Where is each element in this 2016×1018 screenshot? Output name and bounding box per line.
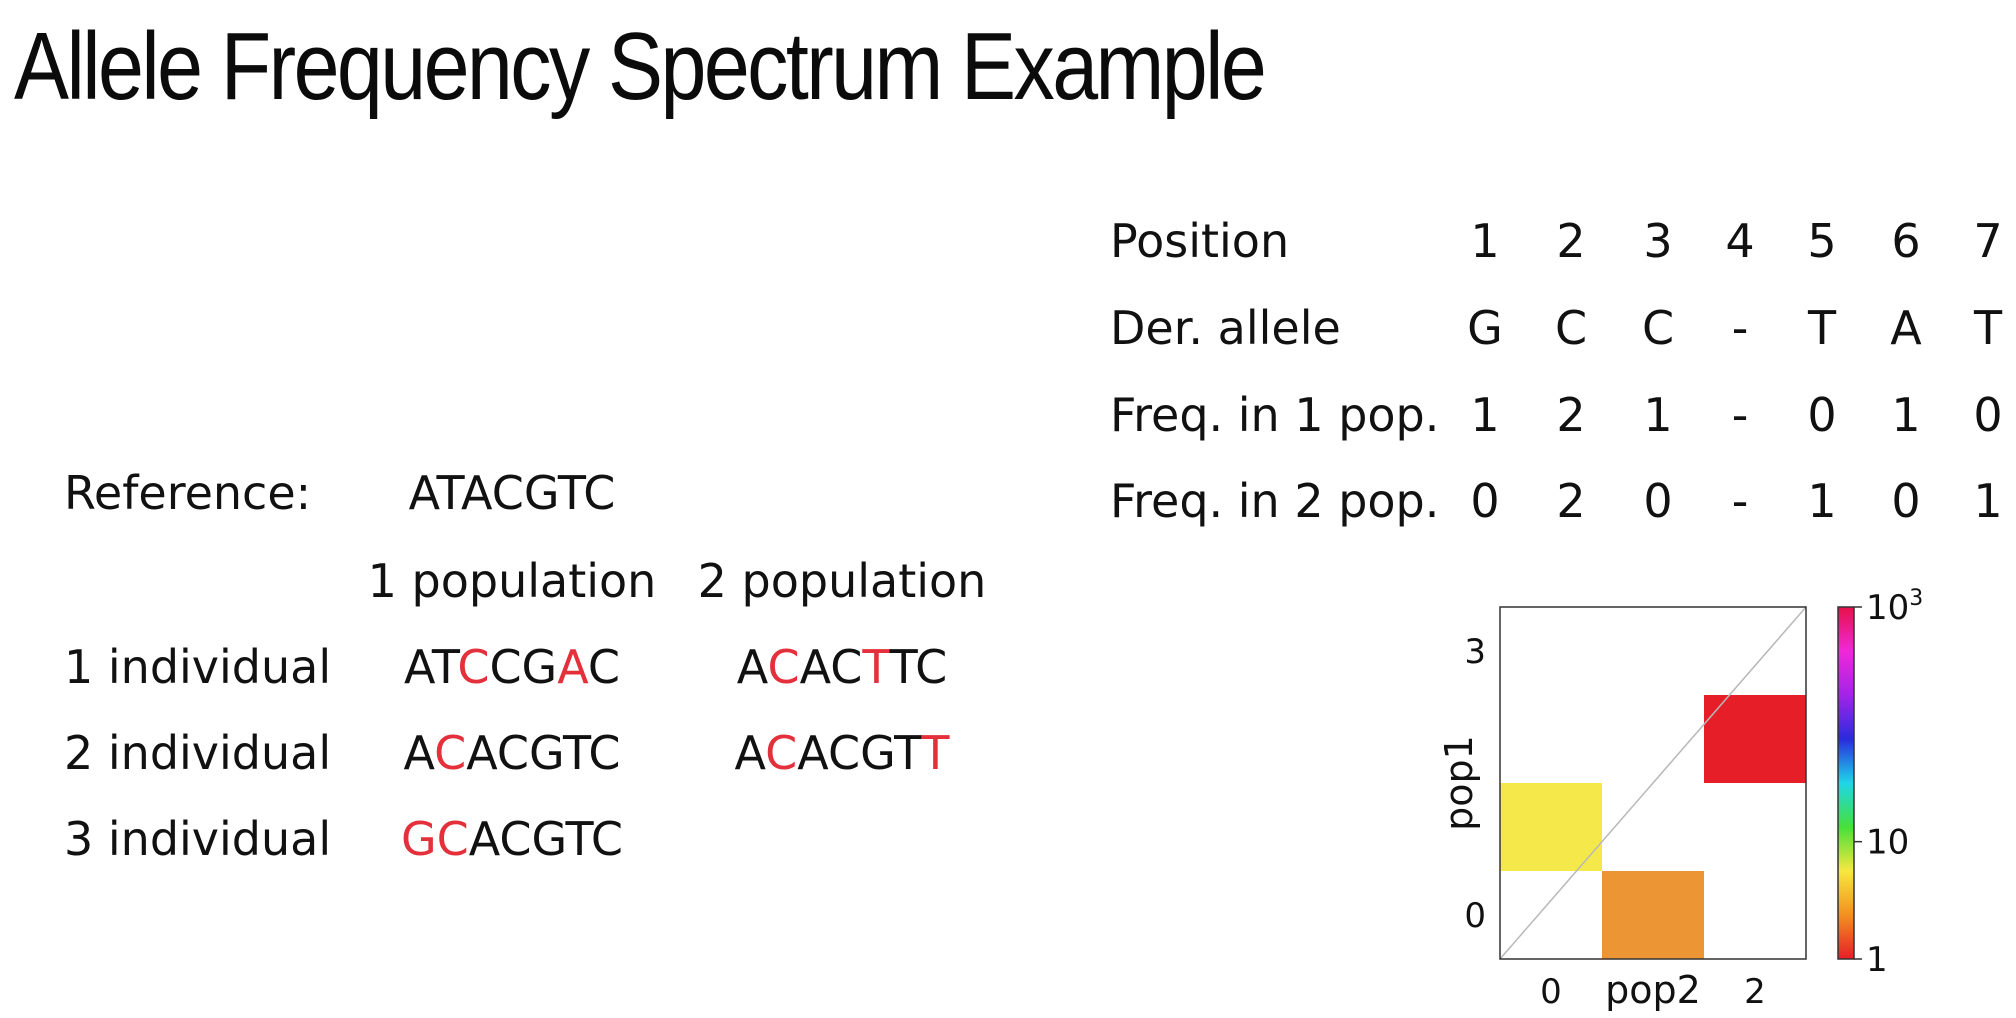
mutated-base: C	[765, 726, 798, 780]
population-header-2: 2 population	[697, 554, 987, 608]
page-title: Allele Frequency Spectrum Example	[14, 13, 1267, 120]
cell: C	[1641, 301, 1675, 355]
mutated-base: GC	[400, 812, 469, 866]
cell: 2	[1556, 214, 1586, 268]
cell: 1	[1973, 474, 2003, 528]
cell: 3	[1643, 214, 1673, 268]
colorbar-tick-label: 1	[1866, 940, 1888, 980]
row-label: Position	[1110, 214, 1290, 268]
heatmap-cell	[1602, 871, 1704, 959]
sequence-ind2-pop1: ACACGTC	[352, 725, 672, 781]
mutated-base: C	[767, 640, 800, 694]
cell: 0	[1807, 388, 1837, 442]
colorbar-tick-label: 103	[1866, 586, 1923, 628]
reference-label: Reference:	[64, 466, 312, 520]
sequence-segment: CG	[489, 640, 558, 694]
individual-label-3: 3 individual	[64, 812, 332, 866]
row-label: Freq. in 1 pop.	[1110, 388, 1440, 442]
sequence-ind1-pop1: ATCCGAC	[352, 639, 672, 695]
sequence-segment: A	[734, 726, 766, 780]
cell: T	[1807, 301, 1837, 355]
afs-heatmap: 0 2 0 3 pop2 pop1 1 10 103	[1437, 586, 1923, 1012]
reference-sequence: ATACGTC	[408, 466, 616, 520]
y-tick-label: 3	[1464, 632, 1486, 672]
cell: 0	[1643, 474, 1673, 528]
sequence-segment: TC	[889, 640, 948, 694]
cell: -	[1731, 388, 1749, 442]
y-tick-label: 0	[1464, 896, 1486, 936]
cell: 1	[1643, 388, 1673, 442]
cell: 2	[1556, 474, 1586, 528]
cell: 5	[1807, 214, 1837, 268]
cell: T	[1973, 301, 2003, 355]
cell: 4	[1725, 214, 1755, 268]
sequence-segment: A	[736, 640, 768, 694]
cell: C	[1554, 301, 1588, 355]
mutated-base: A	[557, 640, 588, 694]
row-label: Freq. in 2 pop.	[1110, 474, 1440, 528]
y-axis-label: pop1	[1437, 735, 1481, 831]
x-tick-label: 2	[1744, 972, 1766, 1012]
cell: G	[1467, 301, 1503, 355]
sequence-ind1-pop2: ACACTTC	[682, 639, 1002, 695]
individual-label-1: 1 individual	[64, 640, 332, 694]
cell: -	[1731, 474, 1749, 528]
x-axis-label: pop2	[1605, 968, 1701, 1012]
cell: 1	[1470, 388, 1500, 442]
colorbar	[1837, 606, 1855, 960]
diagonal-line	[1499, 606, 1807, 960]
cell: A	[1890, 301, 1922, 355]
sequence-ind2-pop2: ACACGTT	[682, 725, 1002, 781]
cell: 1	[1807, 474, 1837, 528]
heatmap-cell	[1500, 783, 1602, 871]
cell: 1	[1891, 388, 1921, 442]
mutated-base: C	[457, 640, 490, 694]
cell: 7	[1973, 214, 2003, 268]
mutated-base: T	[921, 726, 950, 780]
colorbar-ticks: 1 10 103	[1854, 586, 1923, 980]
sequence-segment: AC	[799, 640, 863, 694]
axis-ticks: 0 2 0 3	[1464, 632, 1765, 1012]
row-label: Der. allele	[1110, 301, 1341, 355]
sequence-segment: A	[403, 726, 435, 780]
cell: 0	[1973, 388, 2003, 442]
cell: 1	[1470, 214, 1500, 268]
sequence-segment: AT	[404, 640, 458, 694]
sequence-ind3-pop1: GCACGTC	[352, 811, 672, 867]
colorbar-tick-label: 10	[1866, 823, 1909, 863]
colorbar-exponent: 3	[1909, 586, 1923, 611]
mutated-base: C	[434, 726, 467, 780]
cell: 2	[1556, 388, 1586, 442]
sequence-segment: ACGTC	[466, 726, 621, 780]
plot-frame	[1499, 606, 1807, 960]
x-tick-label: 0	[1540, 972, 1562, 1012]
sequence-segment: ACGT	[797, 726, 922, 780]
population-header-1: 1 population	[367, 554, 657, 608]
cell: -	[1731, 301, 1749, 355]
heatmap-cells	[1500, 695, 1806, 959]
cell: 0	[1470, 474, 1500, 528]
sequence-segment: C	[587, 640, 620, 694]
sequence-segment: ACGTC	[468, 812, 624, 866]
individual-label-2: 2 individual	[64, 726, 332, 780]
heatmap-cell	[1704, 695, 1806, 783]
cell: 6	[1891, 214, 1921, 268]
cell: 0	[1891, 474, 1921, 528]
mutated-base: T	[862, 640, 890, 694]
